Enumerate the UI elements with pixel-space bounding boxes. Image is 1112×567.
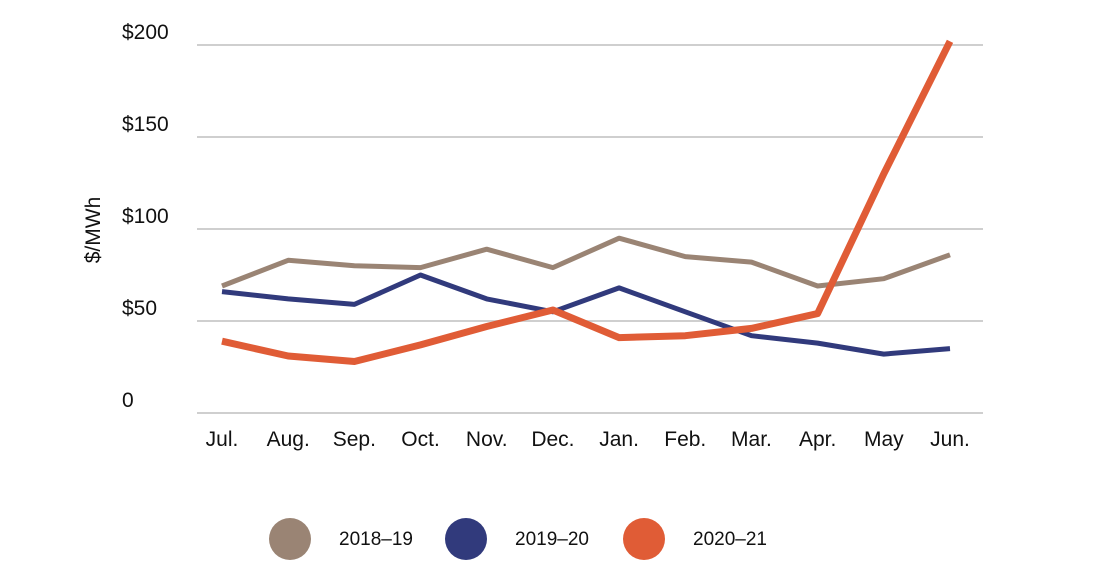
x-tick-label: Jul. — [206, 428, 239, 451]
series-line-2020–21 — [221, 39, 954, 365]
series-line-2019–20 — [221, 272, 951, 357]
legend-label: 2020–21 — [693, 529, 767, 550]
series-lines — [221, 39, 954, 365]
gridlines — [197, 44, 983, 414]
x-tick-label: Apr. — [799, 428, 836, 451]
y-axis-title: $/MWh — [82, 197, 105, 264]
x-tick-label: Mar. — [731, 428, 772, 451]
legend-swatch — [269, 518, 311, 560]
y-axis-tick-labels: 0 $50 $100 $150 $200 — [122, 21, 169, 412]
x-tick-label: Jan. — [599, 428, 639, 451]
x-tick-label: Dec. — [531, 428, 574, 451]
legend-swatch — [445, 518, 487, 560]
y-tick-label: $150 — [122, 113, 169, 136]
x-tick-label: Jun. — [930, 428, 970, 451]
x-tick-label: Nov. — [466, 428, 508, 451]
x-tick-label: May — [864, 428, 904, 451]
legend-label: 2018–19 — [339, 529, 413, 550]
legend-swatch — [623, 518, 665, 560]
y-tick-label: $200 — [122, 21, 169, 44]
y-tick-label: $100 — [122, 205, 169, 228]
legend-label: 2019–20 — [515, 529, 589, 550]
x-tick-label: Aug. — [267, 428, 310, 451]
x-tick-label: Oct. — [401, 428, 440, 451]
x-tick-label: Sep. — [333, 428, 376, 451]
x-tick-label: Feb. — [664, 428, 706, 451]
legend: 2018–19 2019–20 2020–21 — [269, 518, 767, 560]
x-axis-tick-labels: Jul. Aug. Sep. Oct. Nov. Dec. Jan. Feb. Mar. Apr.… — [206, 428, 970, 451]
y-tick-label: 0 — [122, 389, 134, 412]
y-tick-label: $50 — [122, 297, 157, 320]
